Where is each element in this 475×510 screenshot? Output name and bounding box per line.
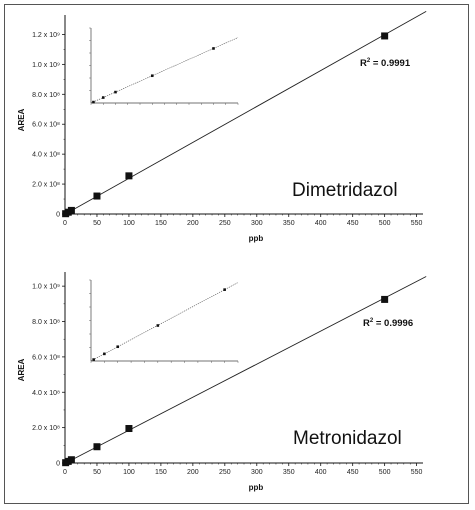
y-tick-label: 1.0 x 10⁹ (32, 62, 60, 69)
inset-data-point (156, 324, 160, 327)
inset-data-point (212, 47, 215, 50)
y-tick-label: 1.0 x 10⁹ (32, 284, 60, 291)
metronidazol-panel: AREA ppb R2 = 0.9996 Metronidazol 0 50 100… (17, 272, 427, 492)
y-tick-label: 0 (56, 212, 60, 219)
x-tick-label: 200 (187, 469, 199, 476)
x-tick-label: 300 (251, 220, 263, 227)
x-tick-label: 350 (283, 220, 295, 227)
y-tick-label: 8.0 x 10⁸ (32, 319, 60, 326)
figure-frame (4, 4, 469, 504)
r-squared-prefix-1: R (363, 318, 370, 329)
data-point (93, 443, 101, 451)
r-squared-value-1: = 0.9996 (373, 318, 413, 329)
x-tick-label: 50 (93, 469, 101, 476)
x-tick-label: 450 (347, 220, 359, 227)
inset-regression-line (90, 37, 239, 104)
data-point (67, 206, 75, 214)
x-tick-label: 250 (219, 469, 231, 476)
regression-line (64, 276, 427, 464)
regression-line (64, 10, 427, 215)
x-tick-label: 100 (123, 469, 135, 476)
inset-data-point (114, 90, 117, 94)
x-tick-label: 0 (63, 220, 67, 227)
inset-data-point (92, 100, 95, 104)
r-squared-label-1: R2 = 0.9996 (363, 318, 413, 329)
x-tick-label: 50 (93, 220, 101, 227)
x-tick-label: 250 (219, 220, 231, 227)
x-tick-label: 450 (347, 469, 359, 476)
data-point (125, 172, 133, 180)
data-point (125, 425, 133, 433)
y-axis-label-0: AREA (17, 108, 26, 131)
r-squared-prefix-0: R (360, 58, 367, 69)
r-squared-sup-0: 2 (367, 58, 371, 64)
x-tick-label: 150 (155, 220, 167, 227)
inset-data-point (150, 74, 154, 78)
x-tick-label: 400 (315, 469, 327, 476)
inset-data-point (116, 345, 120, 349)
dimetridazol-panel: AREA ppb R2 = 0.9991 Dimetridazol 0 50 100… (17, 10, 427, 243)
x-tick-label: 100 (123, 220, 135, 227)
x-tick-label: 550 (411, 220, 423, 227)
r-squared-sup-1: 2 (370, 318, 374, 324)
data-point (93, 192, 101, 200)
inset-data-point (103, 352, 106, 356)
inset-data-point (101, 96, 105, 99)
x-tick-label: 350 (283, 469, 295, 476)
x-tick-label: 550 (411, 469, 423, 476)
x-tick-label: 500 (379, 220, 391, 227)
y-axis-label-1: AREA (17, 358, 26, 381)
x-tick-label: 500 (379, 469, 391, 476)
y-tick-label: 4.0 x 10⁸ (32, 152, 60, 159)
inset-regression-line (90, 282, 239, 362)
x-axis-label-0: ppb (249, 234, 264, 243)
y-tick-label: 1.2 x 10⁹ (32, 32, 60, 39)
y-tick-label: 6.0 x 10⁸ (32, 122, 60, 129)
data-point (381, 295, 389, 303)
x-tick-label: 400 (315, 220, 327, 227)
inset-data-point (223, 288, 226, 291)
data-point (67, 456, 75, 464)
inset-data-point (92, 358, 95, 361)
x-tick-label: 300 (251, 469, 263, 476)
r-squared-value-0: = 0.9991 (370, 58, 411, 69)
x-tick-label: 0 (63, 469, 67, 476)
y-tick-label: 4.0 x 10⁸ (32, 390, 60, 397)
x-axis-label-1: ppb (249, 483, 264, 492)
y-tick-label: 0 (56, 461, 60, 468)
data-point (381, 32, 389, 40)
y-tick-label: 8.0 x 10⁸ (32, 92, 60, 99)
y-tick-label: 6.0 x 10⁸ (32, 354, 60, 361)
x-tick-label: 150 (155, 469, 167, 476)
compound-name-dimetridazol: Dimetridazol (292, 180, 398, 201)
r-squared-label-0: R2 = 0.9991 (360, 58, 411, 69)
x-tick-label: 200 (187, 220, 199, 227)
y-tick-label: 2.0 x 10⁸ (32, 182, 60, 189)
y-tick-label: 2.0 x 10⁸ (32, 425, 60, 432)
compound-name-metronidazol: Metronidazol (293, 428, 402, 449)
